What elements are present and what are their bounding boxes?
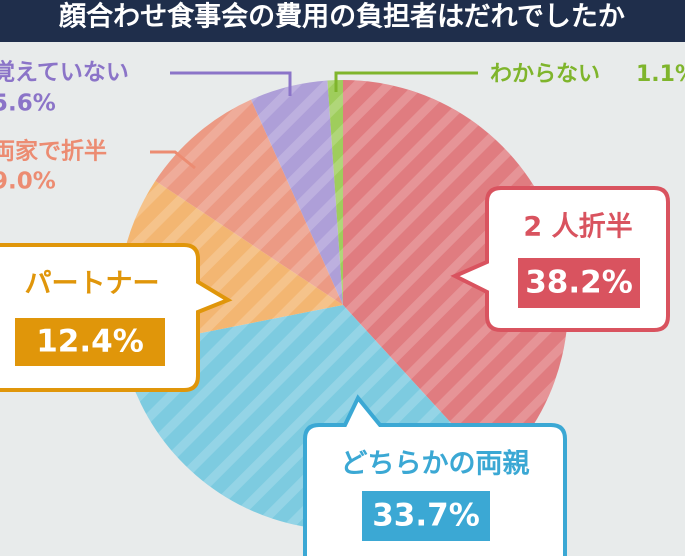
value-label: 1.1% [636, 62, 685, 87]
slice-label: 覚えていない [0, 60, 129, 86]
value-label: 5.6% [0, 91, 56, 117]
slice-label: 2 人折半 [523, 212, 632, 243]
value-label: 9.0% [0, 169, 56, 195]
slice-label: 両家で折半 [0, 138, 107, 165]
leader-line [170, 71, 292, 96]
value-label: 38.2% [525, 265, 633, 301]
leader-line [150, 150, 196, 170]
slice-label: パートナー [25, 269, 160, 300]
value-box [362, 491, 490, 541]
chart-title: 顔合わせ食事会の費用の負担者はだれでしたか [58, 1, 625, 33]
leader-line [334, 71, 478, 92]
slice-label: わからない [490, 62, 600, 87]
stripe-overlay [118, 80, 568, 530]
value-label: 12.4% [36, 324, 144, 360]
value-box [518, 258, 640, 308]
value-box [15, 318, 165, 366]
value-label: 33.7% [372, 498, 480, 534]
slice-label: どちらかの両親 [341, 449, 530, 480]
callout [0, 243, 233, 392]
title-bar [0, 0, 685, 42]
